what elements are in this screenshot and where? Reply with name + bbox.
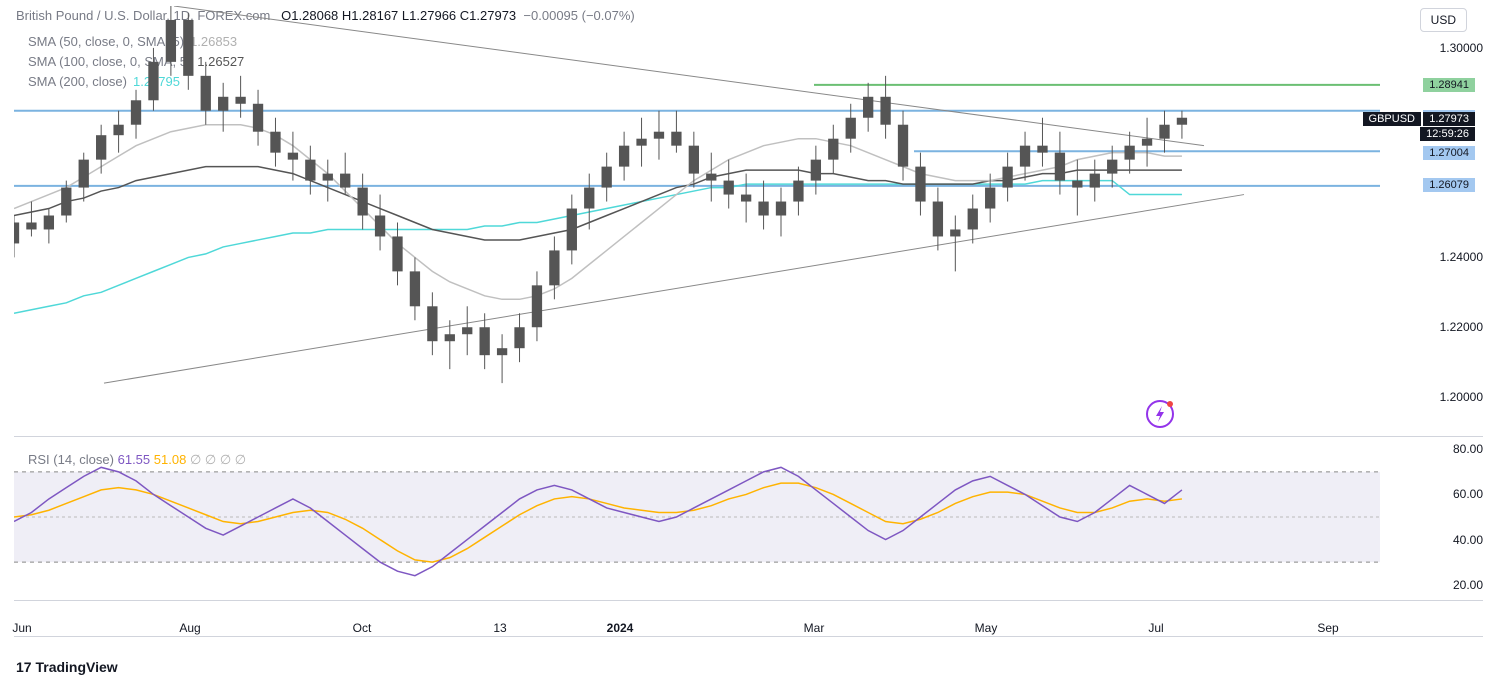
time-axis[interactable]: Jun Aug Oct 13 2024 Mar May Jul Sep [0,621,1380,641]
price-chart[interactable] [14,6,1380,432]
symbol-badge[interactable]: GBPUSD [1363,112,1421,126]
time-tick: Jun [12,621,31,635]
time-tick: Jul [1148,621,1163,635]
time-tick: Aug [179,621,200,635]
pane-separator[interactable] [14,436,1483,437]
price-tick: 1.24000 [1440,250,1483,264]
price-level-label[interactable]: 1.27973 [1423,112,1475,126]
chart-container: British Pound / U.S. Dollar, 1D, FOREX.c… [0,0,1491,689]
time-tick: 13 [493,621,506,635]
price-tick: 1.22000 [1440,320,1483,334]
rsi-tick: 40.00 [1453,533,1483,547]
time-tick: Mar [804,621,825,635]
countdown: 12:59:26 [1420,127,1475,141]
time-tick: Sep [1317,621,1338,635]
price-level-label[interactable]: 1.27004 [1423,146,1475,160]
rsi-axis[interactable]: 80.00 60.00 40.00 20.00 [1423,438,1483,596]
time-tick: Oct [353,621,372,635]
price-level-label[interactable]: 1.26079 [1423,178,1475,192]
price-level-label[interactable]: 1.28941 [1423,78,1475,92]
rsi-chart[interactable] [14,438,1380,596]
time-tick: 2024 [607,621,634,635]
axis-separator [14,600,1483,601]
tradingview-logo[interactable]: 17 TradingView [16,659,118,675]
price-tick: 1.30000 [1440,41,1483,55]
price-tick: 1.20000 [1440,390,1483,404]
rsi-tick: 80.00 [1453,442,1483,456]
bottom-separator [14,636,1483,637]
rsi-tick: 60.00 [1453,487,1483,501]
time-tick: May [975,621,998,635]
rsi-tick: 20.00 [1453,578,1483,592]
